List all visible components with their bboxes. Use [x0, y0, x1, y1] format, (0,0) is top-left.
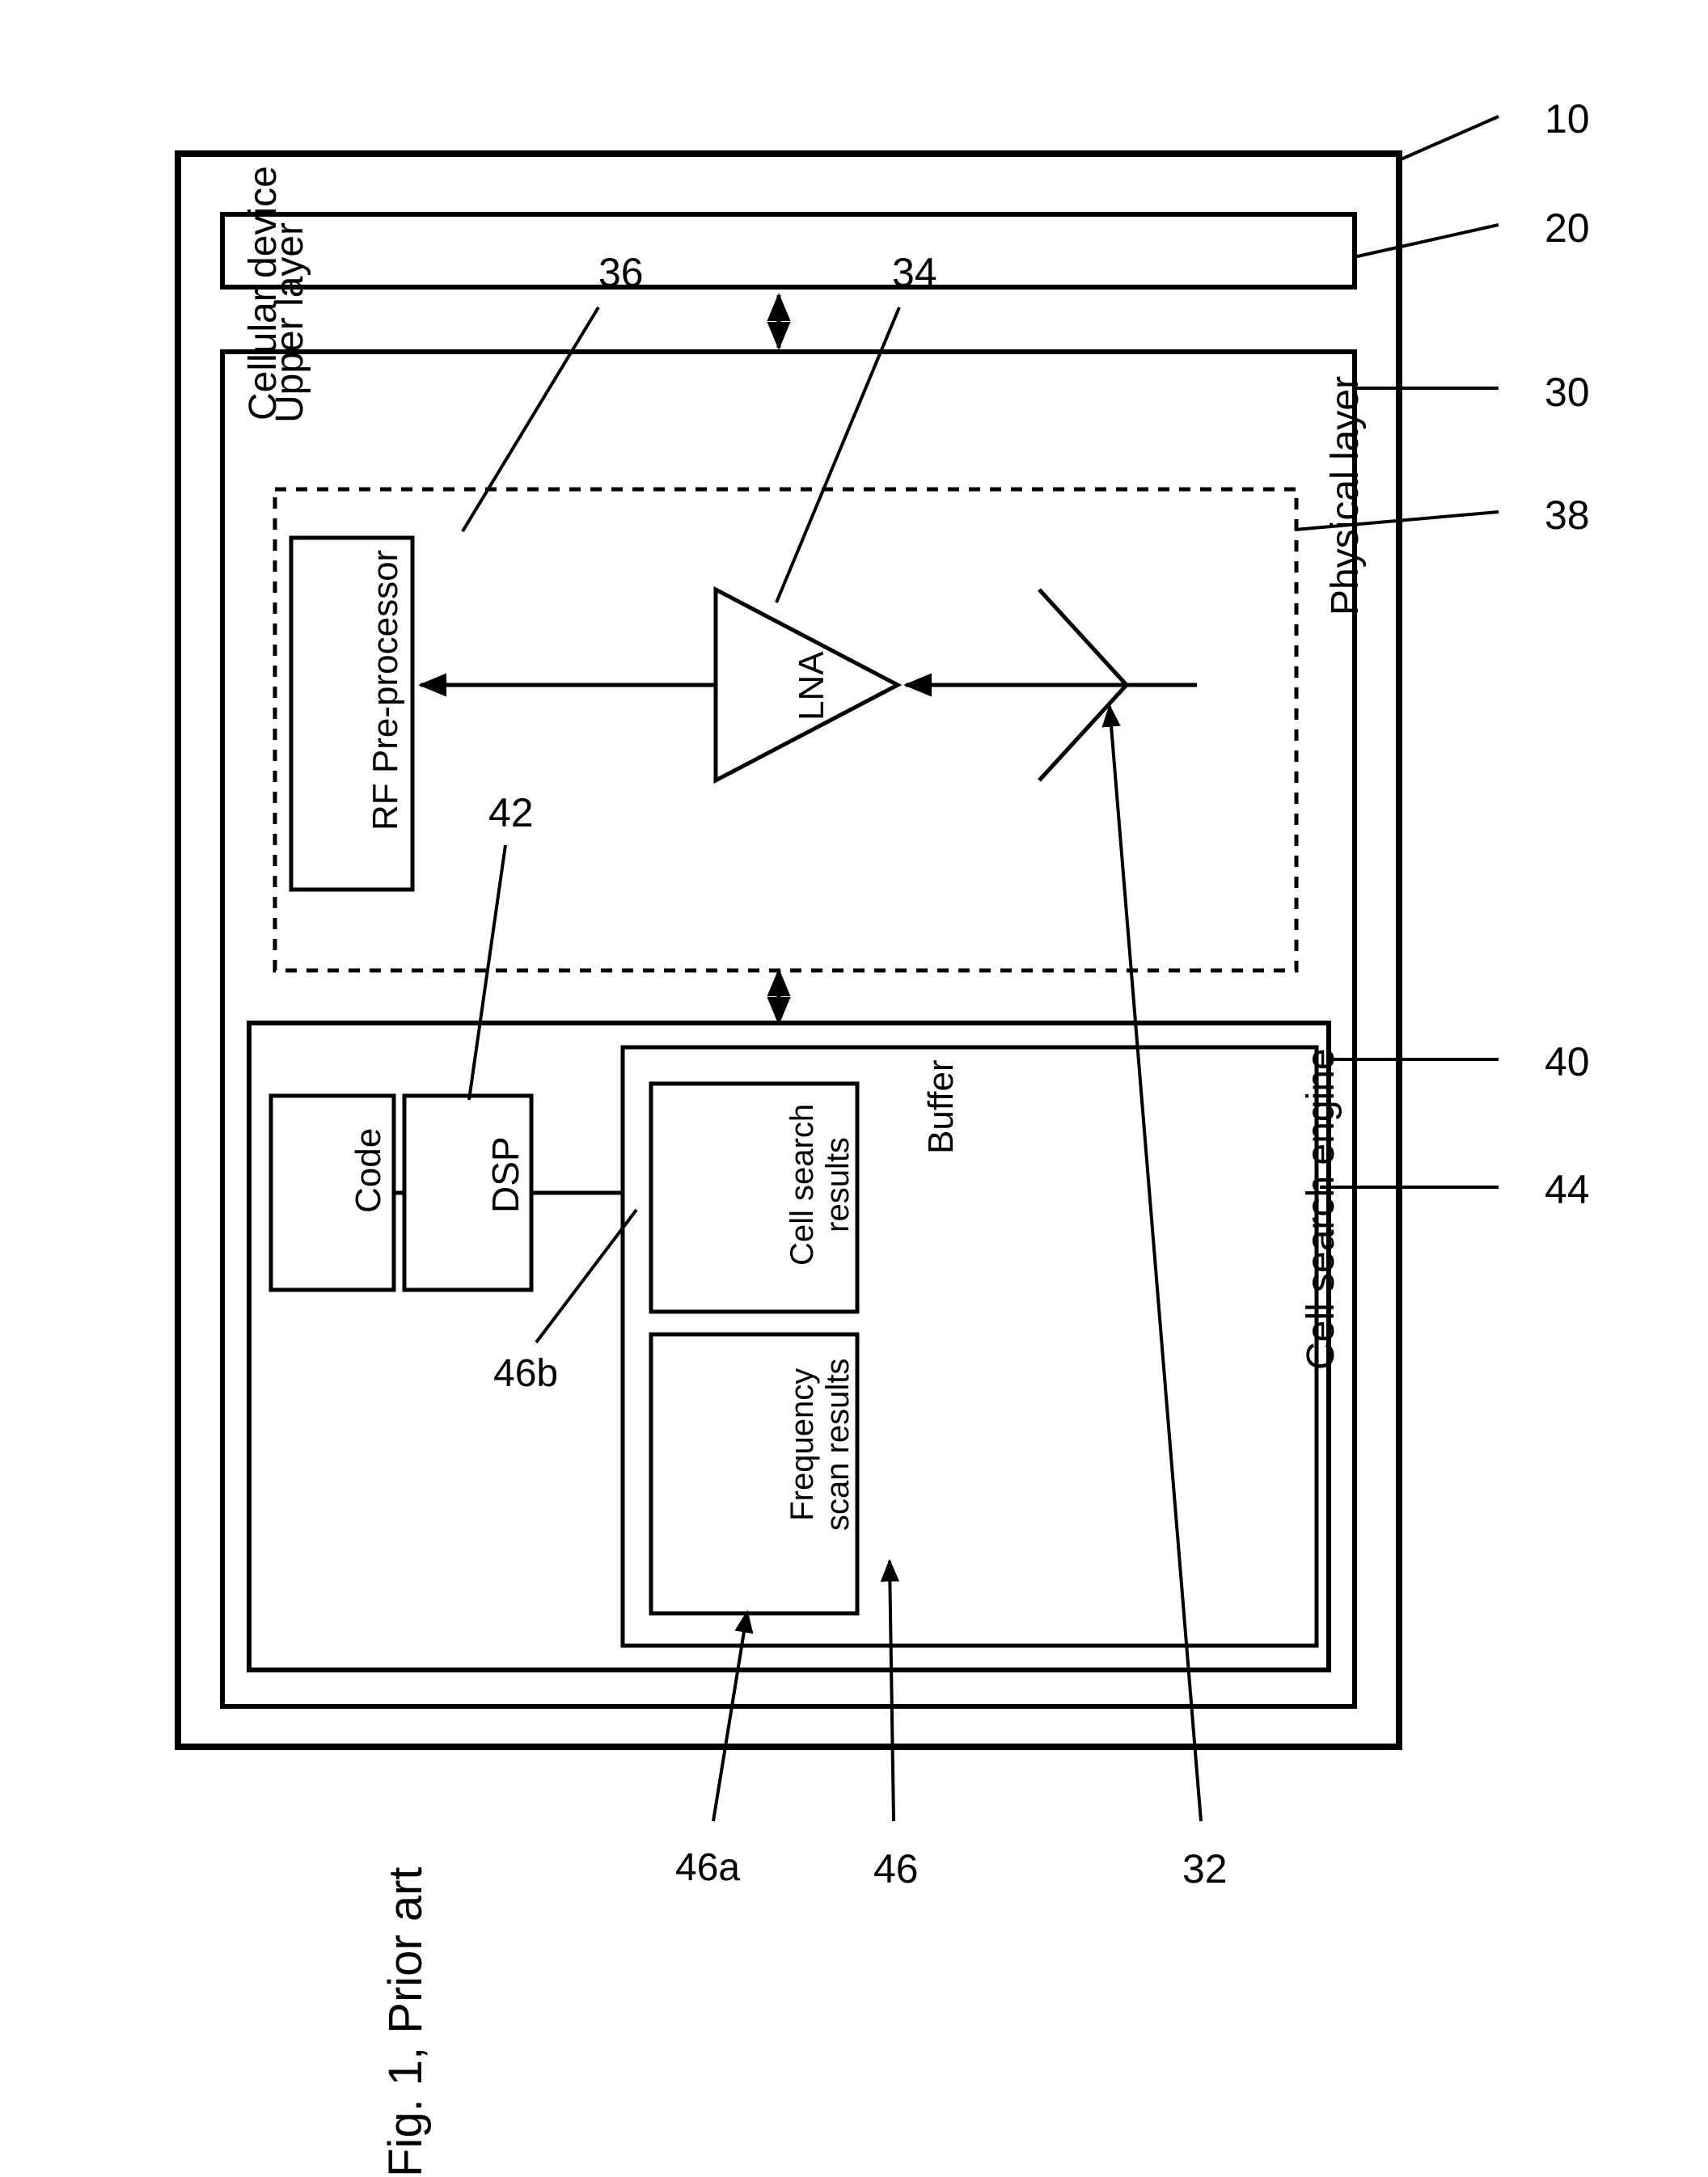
diagram-stage: Cellular deviceUpper layerPhysical layer… [0, 0, 1708, 2099]
label-n40: 40 [1545, 1040, 1590, 1084]
box-dashed [275, 489, 1296, 970]
label-freq_scan: Frequency scan results [784, 1359, 856, 1531]
box-buffer [623, 1047, 1317, 1646]
box-upper_layer [222, 214, 1355, 287]
label-physical_layer: Physical layer [1325, 376, 1368, 615]
label-n46b: 46b [493, 1353, 558, 1396]
label-n36: 36 [598, 251, 644, 295]
label-caption: Fig. 1, Prior art [380, 1866, 432, 2177]
label-code: Code [349, 1128, 388, 1213]
label-n44: 44 [1545, 1168, 1590, 1212]
label-upper_layer: Upper layer [269, 222, 312, 423]
leader-n10 [1399, 116, 1499, 160]
label-buffer: Buffer [922, 1059, 961, 1154]
label-lna: LNA [793, 651, 831, 721]
label-rf_preproc: RF Pre-processor [366, 550, 405, 831]
label-n30: 30 [1545, 370, 1590, 415]
leader-n32 [1110, 706, 1201, 1821]
label-n46: 46 [873, 1847, 919, 1892]
label-n38: 38 [1545, 493, 1590, 538]
label-dsp: DSP [485, 1136, 526, 1213]
label-n10: 10 [1545, 97, 1590, 142]
label-cell_search: Cell search results [784, 1104, 856, 1266]
label-cse: Cell search engine [1300, 1048, 1343, 1370]
label-n20: 20 [1545, 206, 1590, 251]
label-n46a: 46a [675, 1847, 740, 1890]
leader-n46a [713, 1612, 747, 1821]
leader-n46 [890, 1561, 894, 1821]
label-n42: 42 [488, 791, 534, 835]
label-n34: 34 [892, 251, 937, 295]
leader-n20 [1354, 225, 1499, 257]
label-n32: 32 [1182, 1847, 1228, 1892]
leader-n36 [463, 307, 598, 531]
